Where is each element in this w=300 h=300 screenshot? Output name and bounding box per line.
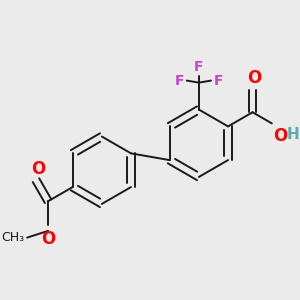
Text: CH₃: CH₃ xyxy=(1,231,24,244)
Text: F: F xyxy=(214,74,223,88)
Text: F: F xyxy=(175,74,184,88)
Text: O: O xyxy=(273,127,287,145)
Text: O: O xyxy=(247,69,261,87)
Text: F: F xyxy=(194,60,204,74)
Text: H: H xyxy=(286,127,299,142)
Text: O: O xyxy=(31,160,45,178)
Text: O: O xyxy=(41,230,55,247)
